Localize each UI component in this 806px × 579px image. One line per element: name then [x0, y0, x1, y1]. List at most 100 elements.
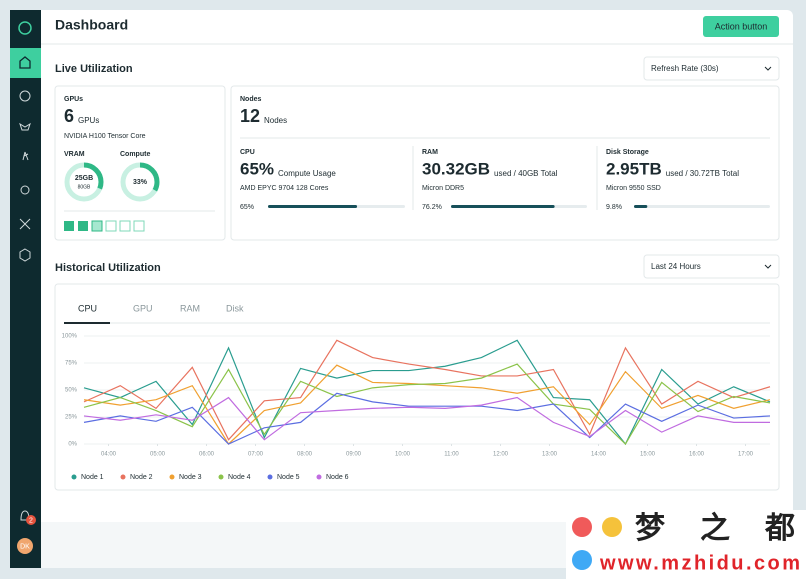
legend-swatch	[218, 474, 224, 480]
nav-globe[interactable]	[19, 90, 31, 102]
legend-label: Node 2	[130, 474, 153, 481]
action-button[interactable]	[703, 16, 779, 37]
nodes-unit: Nodes	[264, 116, 287, 125]
x-tick-label: 07:00	[248, 452, 264, 458]
tab[interactable]: GPU	[133, 303, 153, 313]
vram-used: 25GB	[75, 175, 93, 182]
gpu-model: NVIDIA H100 Tensor Core	[64, 133, 146, 140]
nodes-label: Nodes	[240, 96, 262, 103]
watermark-url: www.mzhidu.com	[599, 552, 800, 574]
metric-label: CPU	[240, 149, 255, 156]
chevron	[764, 66, 772, 71]
x-tick-label: 09:00	[346, 452, 362, 458]
compute-value: 33%	[133, 179, 148, 186]
metric-value: 30.32GB	[422, 159, 490, 178]
bar-label: 65%	[240, 204, 254, 211]
gpu-square	[91, 220, 103, 232]
legend-swatch	[267, 474, 273, 480]
bar-label: 9.8%	[606, 204, 622, 211]
bar-fill	[451, 205, 555, 208]
bar-label: 76.2%	[422, 204, 442, 211]
nav-bulb[interactable]	[20, 185, 30, 195]
nodes-card	[230, 85, 780, 241]
nav-hex[interactable]	[19, 248, 31, 262]
gpu-count: 6	[64, 106, 74, 126]
y-tick-label: 50%	[65, 388, 78, 394]
bar-track	[634, 205, 770, 208]
sidebar	[10, 10, 41, 568]
x-tick-label: 11:00	[444, 452, 459, 458]
x-tick-label: 16:00	[689, 452, 705, 458]
x-tick-label: 05:00	[150, 452, 166, 458]
x-tick-label: 17:00	[738, 452, 754, 458]
badge-count: 2	[29, 517, 33, 524]
series-line	[83, 339, 771, 441]
tab[interactable]: RAM	[180, 303, 200, 313]
legend-swatch	[169, 474, 175, 480]
refresh-dropdown[interactable]	[643, 56, 780, 81]
x-tick-label: 13:00	[542, 452, 558, 458]
nav-home[interactable]	[19, 56, 31, 69]
x-tick-label: 04:00	[101, 452, 117, 458]
metric-unit: used / 40GB Total	[494, 169, 558, 178]
x-tick-label: 06:00	[199, 452, 215, 458]
badge	[26, 515, 36, 525]
tab[interactable]: Disk	[226, 303, 244, 313]
metric-unit: used / 30.72TB Total	[666, 169, 739, 178]
bar-fill	[634, 205, 648, 208]
gpu-unit: GPUs	[78, 116, 99, 125]
gpu-square	[105, 220, 117, 232]
series-line	[83, 396, 770, 441]
x-tick-label: 08:00	[297, 452, 313, 458]
logo	[18, 21, 32, 35]
gpu-square	[78, 221, 88, 231]
chart-card	[54, 283, 780, 491]
legend-swatch	[316, 474, 322, 480]
y-tick-label: 75%	[65, 361, 78, 367]
legend-label: Node 1	[81, 474, 104, 481]
page-title: Dashboard	[55, 17, 128, 33]
metric-model: Micron 9550 SSD	[606, 185, 661, 192]
compute-label: Compute	[120, 151, 150, 158]
series-line	[83, 392, 771, 445]
watermark-name: 梦之都	[635, 511, 795, 545]
section-title: Live Utilization	[55, 63, 133, 75]
gpu-square	[119, 220, 131, 232]
series-line	[83, 339, 771, 446]
legend-label: Node 6	[326, 474, 349, 481]
metric-label: Disk Storage	[606, 149, 649, 156]
donut-arc	[120, 162, 160, 202]
metric-label: RAM	[422, 149, 438, 156]
tab[interactable]: CPU	[78, 303, 97, 313]
watermark-icon	[572, 517, 592, 537]
gpu-label: GPUs	[64, 96, 83, 103]
legend-label: Node 3	[179, 474, 202, 481]
action-label: Action button	[715, 21, 768, 31]
dropdown-label: Refresh Rate (30s)	[651, 64, 719, 73]
donut-arc	[64, 162, 104, 202]
nav-active[interactable]	[10, 48, 41, 78]
nav-run[interactable]	[22, 151, 29, 161]
x-tick-label: 10:00	[395, 452, 411, 458]
legend-label: Node 5	[277, 474, 300, 481]
avatar-initials: DK	[20, 543, 30, 550]
vram-label: VRAM	[64, 151, 85, 158]
metric-model: AMD EPYC 9704 128 Cores	[240, 185, 329, 192]
avatar[interactable]	[17, 538, 33, 554]
metric-value: 65%	[240, 159, 274, 178]
series-line	[83, 363, 771, 445]
range-dropdown[interactable]	[643, 254, 780, 279]
legend-swatch	[71, 474, 77, 480]
nav-crown[interactable]	[19, 122, 31, 131]
y-tick-label: 25%	[65, 415, 78, 421]
metric-model: Micron DDR5	[422, 185, 464, 192]
y-tick-label: 0%	[68, 442, 77, 448]
gpu-square	[133, 220, 145, 232]
metric-value: 2.95TB	[606, 159, 662, 178]
nav-tools[interactable]	[19, 218, 31, 230]
vram-total: 80GB	[78, 184, 91, 190]
chevron	[764, 264, 772, 269]
section-title: Historical Utilization	[55, 262, 161, 274]
gpu-square	[64, 221, 74, 231]
